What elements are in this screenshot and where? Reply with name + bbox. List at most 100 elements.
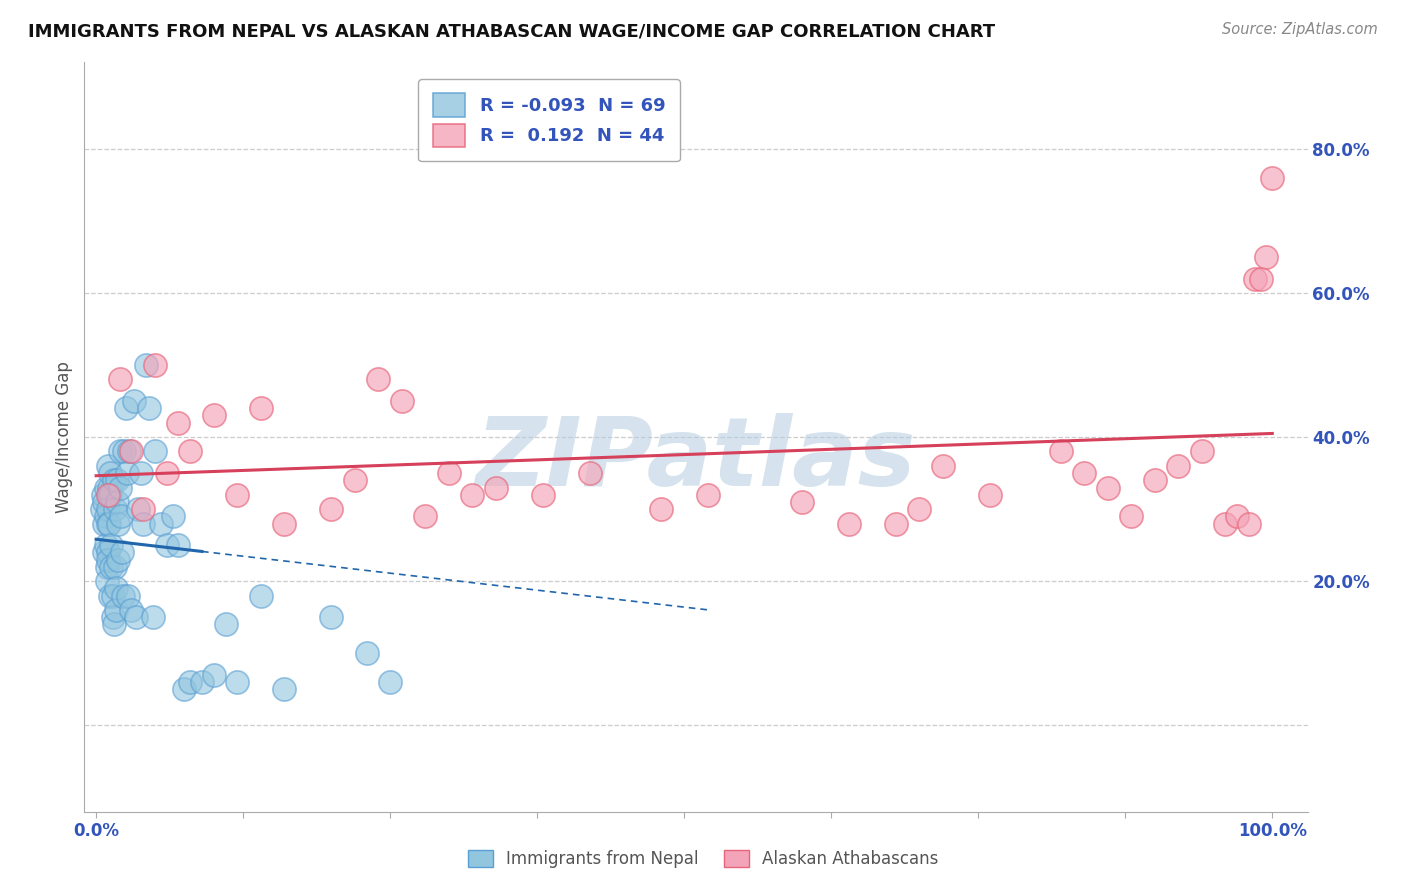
Point xyxy=(156,466,179,480)
Point xyxy=(179,675,201,690)
Point xyxy=(214,617,236,632)
Point xyxy=(249,401,271,416)
Y-axis label: Wage/Income Gap: Wage/Income Gap xyxy=(55,361,73,513)
Point xyxy=(979,488,1001,502)
Point xyxy=(100,538,122,552)
Point xyxy=(838,516,860,531)
Point xyxy=(415,509,437,524)
Point xyxy=(97,458,120,473)
Point xyxy=(226,675,249,690)
Point xyxy=(97,502,120,516)
Point xyxy=(132,502,155,516)
Point xyxy=(96,559,118,574)
Point xyxy=(115,466,138,480)
Point xyxy=(97,545,120,559)
Point xyxy=(127,502,149,516)
Point xyxy=(650,502,672,516)
Point xyxy=(108,481,131,495)
Point xyxy=(112,444,135,458)
Point xyxy=(1226,509,1249,524)
Point xyxy=(105,473,128,487)
Point xyxy=(108,444,131,458)
Point xyxy=(105,582,128,596)
Point xyxy=(105,603,128,617)
Point xyxy=(1049,444,1071,458)
Point xyxy=(167,538,190,552)
Point xyxy=(93,545,115,559)
Text: ZIPatlas: ZIPatlas xyxy=(475,413,917,506)
Point xyxy=(273,516,295,531)
Point xyxy=(179,444,201,458)
Point xyxy=(356,646,378,660)
Point xyxy=(97,488,120,502)
Point xyxy=(98,516,121,531)
Point xyxy=(485,481,508,495)
Point xyxy=(101,589,124,603)
Point xyxy=(105,495,128,509)
Point xyxy=(93,516,115,531)
Point xyxy=(93,495,115,509)
Point xyxy=(96,574,118,589)
Text: Source: ZipAtlas.com: Source: ZipAtlas.com xyxy=(1222,22,1378,37)
Legend: R = -0.093  N = 69, R =  0.192  N = 44: R = -0.093 N = 69, R = 0.192 N = 44 xyxy=(419,79,681,161)
Point xyxy=(138,401,160,416)
Point xyxy=(98,488,121,502)
Point xyxy=(91,502,114,516)
Point xyxy=(118,444,141,458)
Point xyxy=(391,394,413,409)
Point xyxy=(162,509,184,524)
Point xyxy=(94,509,117,524)
Point xyxy=(1097,481,1119,495)
Point xyxy=(132,516,155,531)
Point xyxy=(1243,271,1265,285)
Point xyxy=(437,466,460,480)
Point xyxy=(125,610,148,624)
Point xyxy=(884,516,907,531)
Point xyxy=(112,589,135,603)
Point xyxy=(149,516,172,531)
Point xyxy=(143,444,166,458)
Point xyxy=(380,675,402,690)
Point xyxy=(202,409,225,423)
Point xyxy=(122,394,145,409)
Point xyxy=(1256,250,1278,264)
Point xyxy=(343,473,366,487)
Point xyxy=(191,675,214,690)
Point xyxy=(273,682,295,697)
Point xyxy=(142,610,165,624)
Point xyxy=(1121,509,1143,524)
Legend: Immigrants from Nepal, Alaskan Athabascans: Immigrants from Nepal, Alaskan Athabasca… xyxy=(461,843,945,875)
Point xyxy=(908,502,931,516)
Point xyxy=(696,488,718,502)
Point xyxy=(167,416,190,430)
Point xyxy=(98,466,121,480)
Point xyxy=(1167,458,1189,473)
Point xyxy=(321,502,343,516)
Text: IMMIGRANTS FROM NEPAL VS ALASKAN ATHABASCAN WAGE/INCOME GAP CORRELATION CHART: IMMIGRANTS FROM NEPAL VS ALASKAN ATHABAS… xyxy=(28,22,995,40)
Point xyxy=(135,358,157,372)
Point xyxy=(110,509,132,524)
Point xyxy=(367,372,389,386)
Point xyxy=(1213,516,1236,531)
Point xyxy=(98,589,121,603)
Point xyxy=(1261,170,1284,185)
Point xyxy=(156,538,179,552)
Point xyxy=(101,610,124,624)
Point xyxy=(173,682,195,697)
Point xyxy=(932,458,955,473)
Point xyxy=(104,502,127,516)
Point xyxy=(94,538,117,552)
Point xyxy=(97,516,120,531)
Point xyxy=(226,488,249,502)
Point xyxy=(1250,271,1272,285)
Point xyxy=(100,559,122,574)
Point xyxy=(103,617,125,632)
Point xyxy=(579,466,602,480)
Point xyxy=(321,610,343,624)
Point xyxy=(202,668,225,682)
Point xyxy=(120,444,142,458)
Point xyxy=(91,488,114,502)
Point xyxy=(1237,516,1260,531)
Point xyxy=(103,473,125,487)
Point xyxy=(120,603,142,617)
